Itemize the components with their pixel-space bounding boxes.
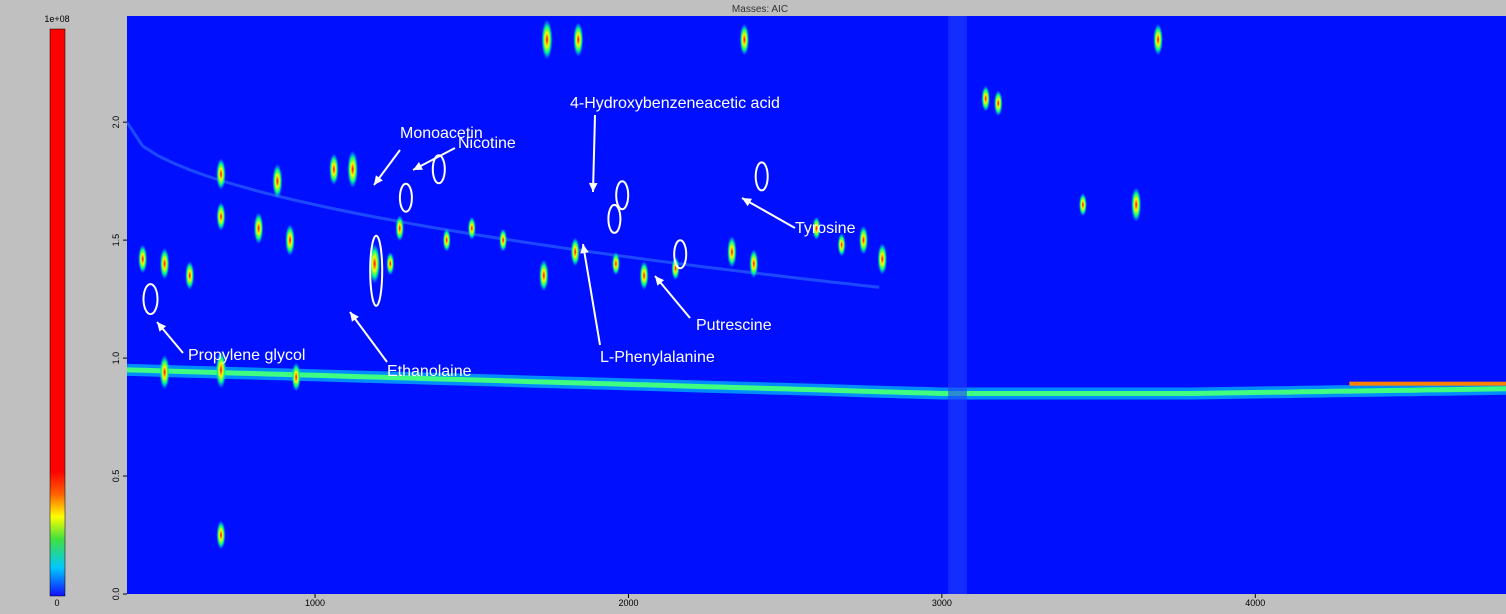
peak-12 (395, 215, 404, 242)
peak-35 (611, 252, 620, 276)
solvent-band-hot (1349, 381, 1506, 386)
peak-13 (539, 259, 549, 292)
peak-26 (185, 261, 195, 290)
annotation-label-2: Monoacetin (400, 125, 483, 142)
x-tick-label: 4000 (1245, 598, 1265, 608)
peak-23 (981, 85, 990, 112)
peak-3 (1153, 23, 1163, 56)
annotation-arrow-6 (654, 275, 691, 319)
annotation-circle-4 (615, 180, 630, 211)
axis-layer: 1000 2000 3000 4000 0.0 0.5 1.0 1.5 2.0 (111, 116, 1265, 608)
annotation-arrowhead-7 (742, 198, 752, 207)
colorbar-max-label: 1e+08 (44, 14, 69, 24)
y-tick-label: 1.0 (111, 352, 121, 365)
annotation-arrowhead-5 (580, 244, 589, 254)
annotation-label-6: Putrescine (696, 317, 772, 334)
x-tick-label: 3000 (932, 598, 952, 608)
annotation-label-0: Propylene glycol (188, 347, 305, 364)
peak-25 (159, 247, 170, 280)
annotation-label-4: 4-Hydroxybenzeneacetic acid (570, 95, 780, 112)
annotation-arrowhead-4 (588, 182, 598, 192)
peak-29 (291, 362, 301, 392)
annotation-label-5: L-Phenylalanine (600, 349, 715, 366)
solvent-band (127, 367, 1506, 396)
annotation-arrowhead-6 (655, 276, 665, 286)
peak-8 (216, 158, 226, 190)
peak-27 (215, 351, 227, 389)
peak-37 (812, 216, 821, 240)
column-bleed (948, 16, 967, 594)
peak-19 (877, 243, 888, 275)
plot-layer (127, 16, 1506, 594)
annotation-arrowhead-3 (413, 162, 423, 170)
annotation-arrowhead-1 (350, 312, 359, 322)
peak-36 (671, 256, 680, 280)
peak-22 (994, 90, 1003, 117)
peak-21 (1078, 193, 1087, 217)
peak-0 (541, 19, 553, 60)
annotation-circle-6 (673, 239, 688, 270)
annotation-label-3: Nicotine (458, 135, 516, 152)
peak-32 (442, 228, 451, 252)
x-tick-label: 1000 (305, 598, 325, 608)
chart-title: Masses: AIC (732, 4, 788, 15)
annotation-circle-5 (607, 203, 622, 234)
peak-11 (285, 224, 295, 256)
plot-area (127, 16, 1506, 594)
annotation-circle-7 (754, 161, 769, 192)
colorbar (49, 28, 66, 597)
annotation-arrow-4 (592, 114, 596, 193)
annotation-circle-1 (369, 234, 384, 307)
peak-17 (749, 249, 759, 279)
annotation-layer: Propylene glycol Ethanolaine MonoacetinNic… (142, 95, 856, 380)
peak-10 (253, 212, 264, 245)
peak-1 (573, 22, 584, 57)
annotation-arrow-7 (741, 197, 796, 229)
peak-31 (386, 252, 395, 276)
annotation-circle-0 (142, 283, 159, 316)
annotation-label-7: Tyrosine (795, 220, 856, 237)
peak-14 (570, 237, 580, 267)
annotation-arrowhead-2 (374, 175, 383, 185)
peak-28 (159, 355, 170, 390)
annotation-label-1: Ethanolaine (387, 363, 472, 380)
peak-4 (347, 150, 358, 188)
annotation-circle-3 (431, 154, 446, 185)
peak-38 (837, 233, 846, 257)
peak-18 (859, 225, 868, 255)
annotation-arrow-5 (582, 243, 601, 346)
peak-15 (639, 261, 649, 290)
annotation-arrow-1 (349, 311, 388, 363)
peak-9 (216, 202, 226, 231)
peak-16 (727, 236, 737, 268)
y-tick-label: 1.5 (111, 234, 121, 247)
y-tick-label: 0.5 (111, 470, 121, 483)
y-tick-label: 0.0 (111, 588, 121, 601)
annotation-arrowhead-0 (157, 322, 167, 332)
y-tick-label: 2.0 (111, 116, 121, 129)
peak-20 (1131, 187, 1142, 222)
annotation-circle-2 (398, 182, 413, 213)
peak-33 (499, 228, 508, 252)
x-tick-label: 2000 (618, 598, 638, 608)
peak-24 (138, 244, 148, 274)
peak-30 (216, 520, 226, 550)
peak-34 (467, 216, 476, 240)
peak-2 (739, 23, 750, 56)
peak-7 (272, 163, 283, 199)
colorbar-min-label: 0 (54, 598, 59, 608)
peak-6 (329, 153, 339, 186)
